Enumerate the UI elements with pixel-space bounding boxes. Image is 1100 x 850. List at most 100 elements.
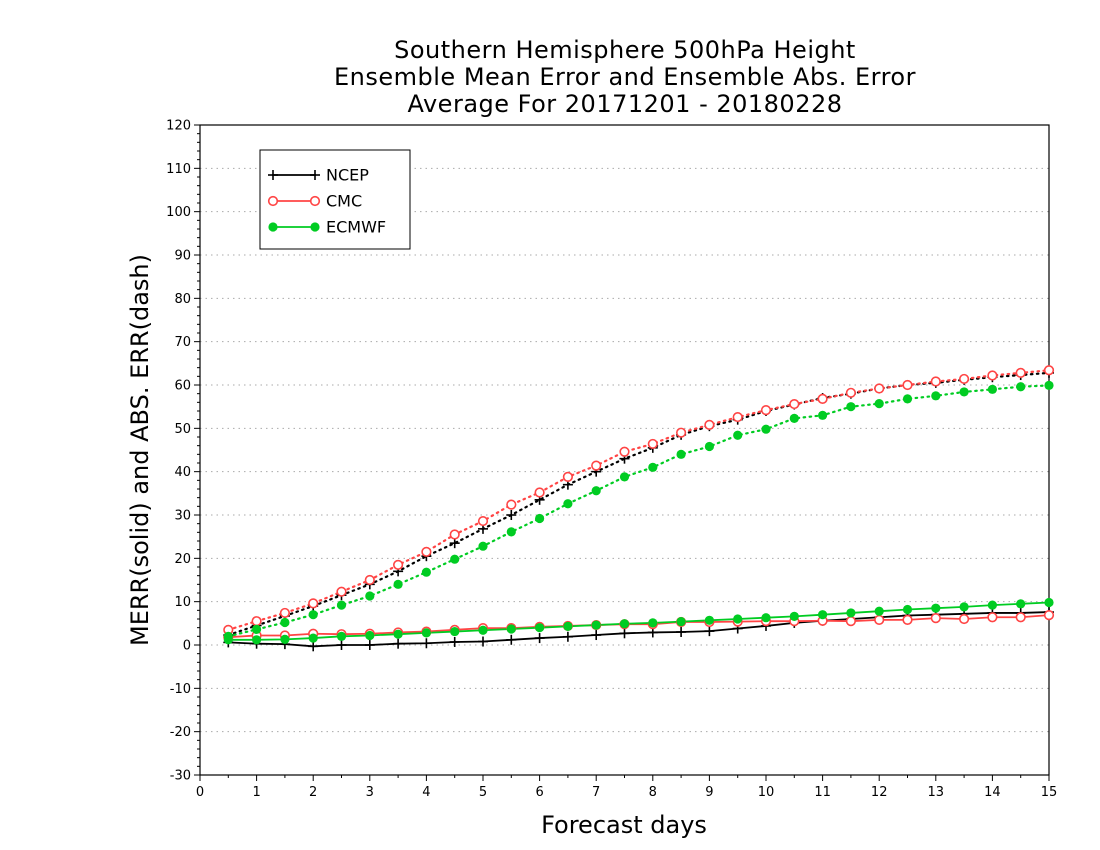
x-tick-labels: 0 1 2 3 4 5 6 7 8 9 10 11 12 13 14 15 [196,785,1057,800]
data-point-cmc-dotted [619,446,630,457]
data-point-ecmwf-dotted [591,486,601,496]
x-tick-label: 2 [309,785,317,800]
y-tick-label: -20 [170,725,191,740]
data-point-cmc-dotted [393,559,404,570]
legend-marker-cmc [309,195,321,207]
data-point-ncep-dotted [506,510,517,520]
data-point-cmc-solid [1015,612,1026,623]
data-point-ecmwf-solid [733,614,743,624]
data-point-ecmwf-dotted [874,399,884,409]
data-point-cmc-dotted [902,379,913,391]
series-lines [227,369,1051,648]
legend-marker-ncep [310,170,320,180]
data-point-ecmwf-solid [902,604,913,615]
data-point-ncep-solid [676,627,687,637]
data-point-ecmwf-solid [676,617,686,627]
data-point-cmc-dotted [1043,365,1055,376]
data-point-ecmwf-solid [591,620,601,630]
data-point-cmc-dotted [591,460,602,471]
x-tick-label: 14 [984,785,1001,800]
x-tick-label: 11 [814,785,831,800]
data-point-cmc-dotted [449,529,460,540]
data-point-cmc-dotted [534,487,545,498]
x-tick-label: 7 [592,785,600,800]
legend-marker-ecmwf [268,222,278,232]
y-tick-label: 80 [174,292,191,307]
data-point-ncep-solid [704,626,715,637]
data-point-ecmwf-dotted [1016,382,1026,392]
y-axis-label: MERR(solid) and ABS. ERR(dash) [126,254,154,646]
y-tick-label: 50 [174,422,191,437]
chart-title-line-3: Average For 20171201 - 20180228 [407,90,843,118]
data-point-ncep-solid [336,640,347,650]
data-point-cmc-dotted [647,438,658,450]
chart-title-line-2: Ensemble Mean Error and Ensemble Abs. Er… [334,63,916,91]
legend-label-ncep: NCEP [326,166,369,185]
x-tick-label: 12 [871,785,888,800]
legend-marker-ecmwf [310,222,320,232]
data-point-ecmwf-solid [959,602,969,612]
legend-label-cmc: CMC [326,192,362,211]
data-point-ecmwf-solid [874,606,884,616]
data-point-ecmwf-dotted [818,410,828,420]
y-tick-label: 20 [174,552,191,567]
data-point-cmc-dotted [760,405,772,416]
data-point-ecmwf-solid [619,619,630,629]
data-point-ecmwf-dotted [648,462,658,472]
data-point-cmc-dotted [308,598,319,609]
data-point-ecmwf-solid [846,608,856,618]
data-point-cmc-dotted [279,607,291,619]
data-point-cmc-solid [874,614,885,625]
data-point-cmc-solid [987,612,998,623]
x-tick-label: 4 [422,785,430,800]
y-tick-label: 90 [174,249,191,264]
data-point-cmc-dotted [1015,367,1026,378]
legend-box [259,149,411,250]
data-point-ncep-solid [478,636,488,647]
data-point-ecmwf-solid [931,603,941,613]
data-point-cmc-dotted [251,616,262,627]
data-point-ncep-solid [562,631,573,642]
x-tick-label: 5 [479,785,487,800]
data-point-ecmwf-solid [648,618,658,628]
x-axis-label: Forecast days [541,811,707,839]
data-point-ecmwf-dotted [535,513,545,524]
data-point-cmc-solid [845,616,857,627]
data-point-cmc-dotted [732,411,743,423]
data-point-ecmwf-solid [421,628,431,638]
data-point-ecmwf-dotted [506,527,516,537]
x-tick-label: 6 [535,785,543,800]
data-point-ecmwf-dotted [676,449,686,459]
series-line-ncep-dotted [227,371,1051,637]
data-point-cmc-dotted [789,398,800,410]
data-point-ecmwf-solid [336,631,347,641]
series-line-cmc-solid [228,614,1050,639]
axis-ticks [194,124,1050,781]
data-point-cmc-dotted [874,383,885,394]
data-point-ecmwf-dotted [478,541,488,551]
y-tick-label: -10 [170,682,191,697]
data-point-cmc-dotted [958,373,970,385]
y-tick-label: 100 [166,205,191,220]
data-point-ecmwf-dotted [252,624,262,635]
data-point-ecmwf-solid [393,629,403,639]
y-tick-label: -30 [170,769,191,784]
data-point-cmc-dotted [704,419,715,430]
data-point-ncep-solid [308,641,319,652]
data-point-ecmwf-solid [761,613,771,623]
data-point-ecmwf-solid [478,625,488,635]
data-point-ecmwf-dotted [421,567,431,577]
data-point-ecmwf-solid [1016,599,1026,609]
data-point-ecmwf-dotted [393,579,403,589]
data-point-ncep-solid [591,630,602,641]
grid-lines [200,167,1049,733]
y-tick-label: 120 [166,119,191,134]
data-point-ecmwf-dotted [902,394,913,404]
data-point-ecmwf-solid [818,610,828,620]
data-point-ecmwf-dotted [704,441,715,452]
data-point-ecmwf-solid [308,633,318,643]
data-point-cmc-dotted [336,586,347,597]
data-point-ecmwf-dotted [931,391,941,401]
data-point-cmc-solid [902,614,913,625]
